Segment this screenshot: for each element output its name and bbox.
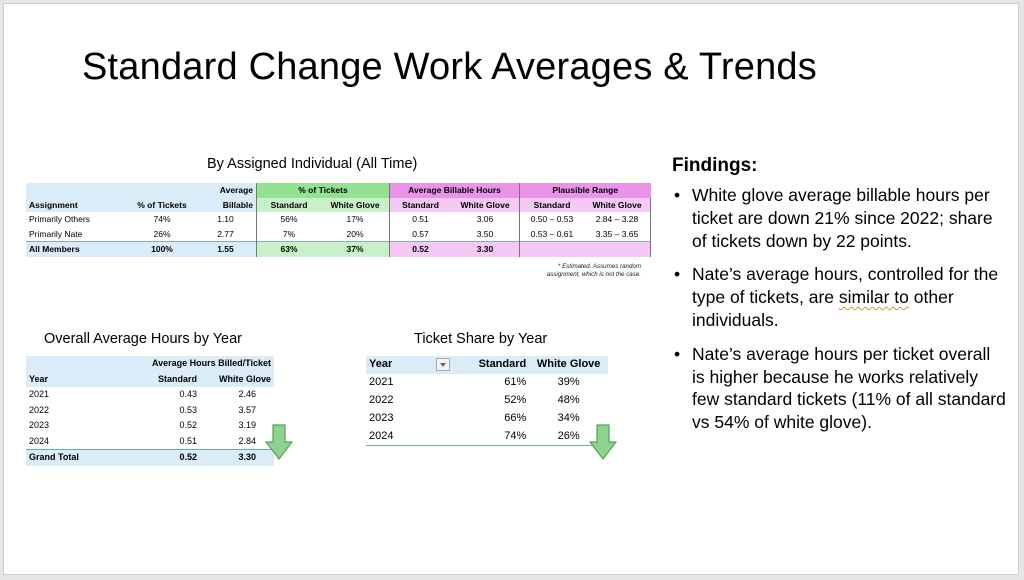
table-row: 2021 0.43 2.46 <box>29 389 256 400</box>
table-total-row: Grand Total 0.52 3.30 <box>26 449 274 466</box>
estimate-note: * Estimated. Assumes random assignment, … <box>546 263 641 278</box>
pct-white-glove-header: White Glove <box>321 197 390 212</box>
findings-title: Findings: <box>672 155 758 176</box>
range-white-glove-header: White Glove <box>584 197 651 212</box>
pct-standard-header: Standard <box>256 197 321 212</box>
finding-bullet: Nate’s average hours per ticket overall … <box>672 343 1007 434</box>
share-table-title: Ticket Share by Year <box>414 331 548 347</box>
spellcheck-flag: similar to <box>838 287 909 308</box>
table-row: 2024 74% 26% <box>366 427 608 446</box>
table-row: 2022 0.53 3.57 <box>29 404 256 415</box>
table-row: 2021 61% 39% <box>369 376 580 389</box>
table-row: Primarily Nate 26% 2.77 7% 20% 0.57 3.50… <box>26 226 651 242</box>
hrs-white-glove-header: White Glove <box>451 197 520 212</box>
standard-header: Standard <box>122 371 200 387</box>
year-header: Year <box>26 371 122 387</box>
assigned-table: Average % of Tickets Average Billable Ho… <box>26 183 651 257</box>
down-arrow-icon <box>589 424 617 460</box>
findings-list: White glove average billable hours per t… <box>672 184 1007 445</box>
table-row: 2023 0.52 3.19 <box>29 420 256 431</box>
down-arrow-icon <box>265 424 293 460</box>
overall-table-title: Overall Average Hours by Year <box>44 331 243 347</box>
table-row: 2024 0.51 2.84 <box>29 435 256 446</box>
white-glove-header: White Glove <box>200 371 274 387</box>
filter-dropdown-icon[interactable] <box>436 357 451 371</box>
table-row: 2022 52% 48% <box>369 393 580 406</box>
assigned-table-title: By Assigned Individual (All Time) <box>207 156 418 172</box>
finding-bullet: Nate’s average hours, controlled for the… <box>672 263 1007 331</box>
slide: Standard Change Work Averages & Trends B… <box>3 3 1019 575</box>
overall-hours-table: Average Hours Billed/Ticket Year Standar… <box>26 356 274 466</box>
slide-title: Standard Change Work Averages & Trends <box>82 46 817 88</box>
table-row: Primarily Others 74% 1.10 56% 17% 0.51 3… <box>26 212 651 227</box>
range-standard-header: Standard <box>519 197 584 212</box>
year-header: Year <box>366 356 454 374</box>
table-total-row: All Members 100% 1.55 63% 37% 0.52 3.30 <box>26 241 651 257</box>
plausible-range-group: Plausible Range <box>519 183 651 198</box>
avg-billable-hours-group: Average Billable Hours <box>389 183 520 198</box>
average-billable-top: Average <box>195 183 257 198</box>
finding-bullet: White glove average billable hours per t… <box>672 184 1007 252</box>
standard-header: Standard <box>453 356 530 374</box>
white-glove-header: White Glove <box>529 356 608 374</box>
ticket-share-table: Year Standard White Glove 2021 61% 39% 202… <box>366 356 608 446</box>
hrs-standard-header: Standard <box>389 197 451 212</box>
assignment-header: Assignment <box>26 197 129 212</box>
table-row: 2023 66% 34% <box>369 411 580 424</box>
hours-group-header: Average Hours Billed/Ticket <box>122 356 274 372</box>
pct-tickets-group: % of Tickets <box>256 183 390 198</box>
pct-tickets-header: % of Tickets <box>129 197 195 212</box>
average-billable-bottom: Billable <box>195 197 257 212</box>
